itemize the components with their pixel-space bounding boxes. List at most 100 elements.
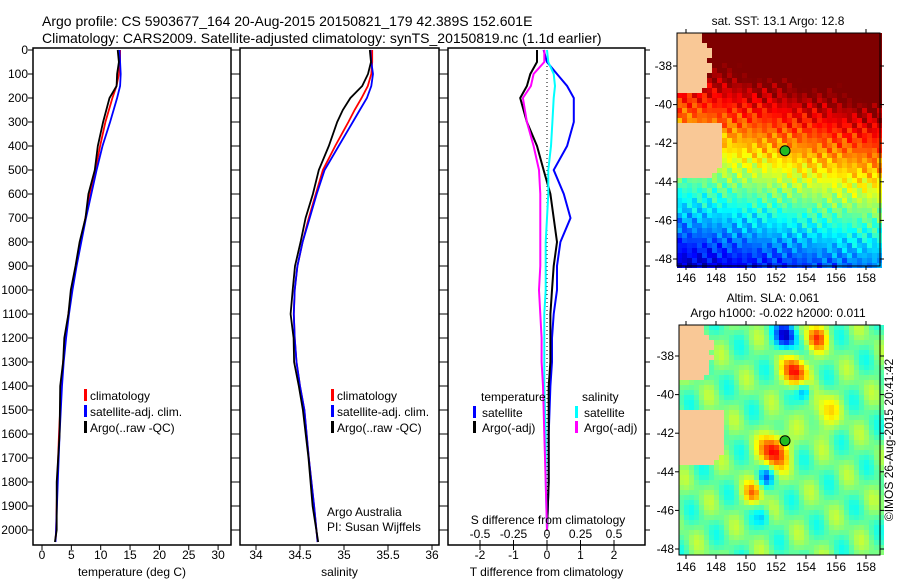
map-cell [729, 370, 734, 375]
map-cell [694, 405, 699, 410]
map-cell [719, 350, 724, 355]
map-cell [802, 38, 807, 43]
map-cell [702, 203, 707, 208]
map-cell [732, 88, 737, 93]
map-cell [802, 223, 807, 228]
map-cell [777, 178, 782, 183]
map-cell [817, 183, 822, 188]
map-cell [819, 405, 824, 410]
map-cell [719, 410, 724, 415]
map-cell [762, 193, 767, 198]
map-cell [859, 370, 864, 375]
map-cell [832, 188, 837, 193]
map-cell [864, 455, 869, 460]
map-cell [714, 540, 719, 545]
map-cell [699, 350, 704, 355]
map-cell [742, 258, 747, 263]
map-cell [732, 153, 737, 158]
map-cell [844, 405, 849, 410]
map-cell [727, 183, 732, 188]
map-cell [689, 380, 694, 385]
map-cell [852, 243, 857, 248]
map-cell [842, 163, 847, 168]
map-cell [724, 335, 729, 340]
map-cell [764, 525, 769, 530]
map-cell [827, 33, 832, 38]
map-cell [804, 410, 809, 415]
map-cell [799, 340, 804, 345]
map-cell [844, 470, 849, 475]
map-cell [767, 243, 772, 248]
map-cell [714, 470, 719, 475]
map-cell [787, 38, 792, 43]
map-cell [789, 355, 794, 360]
map-cell [762, 188, 767, 193]
map-cell [744, 535, 749, 540]
map-cell [799, 385, 804, 390]
map-cell [734, 440, 739, 445]
map-cell [869, 535, 874, 540]
map-cell [727, 78, 732, 83]
map-cell [819, 345, 824, 350]
map-cell [729, 415, 734, 420]
map-cell [709, 465, 714, 470]
map-cell [784, 340, 789, 345]
map-cell [739, 515, 744, 520]
map-cell [837, 63, 842, 68]
map-cell [737, 153, 742, 158]
map-cell [727, 53, 732, 58]
map-cell [807, 168, 812, 173]
map-cell [757, 68, 762, 73]
map-cell [727, 118, 732, 123]
map-cell [794, 445, 799, 450]
map-cell [704, 350, 709, 355]
map-cell [832, 228, 837, 233]
map-cell [787, 213, 792, 218]
map-cell [722, 53, 727, 58]
map-cell [802, 158, 807, 163]
map-cell [682, 68, 687, 73]
map-cell [847, 143, 852, 148]
map-cell [864, 325, 869, 330]
map-cell [722, 98, 727, 103]
map-cell [817, 108, 822, 113]
legend-label: Argo(..raw -QC) [90, 421, 175, 435]
map-cell [722, 223, 727, 228]
map-cell [799, 425, 804, 430]
map-cell [834, 540, 839, 545]
map-cell [832, 158, 837, 163]
map-cell [687, 218, 692, 223]
map-cell [719, 355, 724, 360]
map-cell [732, 123, 737, 128]
map-cell [817, 253, 822, 258]
map-cell [774, 440, 779, 445]
map-cell [747, 88, 752, 93]
map-cell [842, 43, 847, 48]
map-cell [797, 213, 802, 218]
map-cell [829, 505, 834, 510]
map-cell [799, 400, 804, 405]
map-cell [794, 515, 799, 520]
map-cell [869, 525, 874, 530]
map-cell [802, 173, 807, 178]
map-cell [752, 253, 757, 258]
map-cell [807, 218, 812, 223]
map-cell [732, 158, 737, 163]
map-cell [754, 375, 759, 380]
map-cell [797, 148, 802, 153]
map-cell [794, 325, 799, 330]
map-cell [777, 113, 782, 118]
map-cell [799, 390, 804, 395]
map-cell [872, 248, 877, 253]
map-cell [744, 525, 749, 530]
map-cell [792, 63, 797, 68]
map-cell [777, 88, 782, 93]
map-cell [804, 550, 809, 555]
map-cell [754, 350, 759, 355]
map-cell [759, 550, 764, 555]
map-cell [699, 520, 704, 525]
map-cell [829, 485, 834, 490]
map-cell [829, 400, 834, 405]
map-cell [687, 123, 692, 128]
map-cell [699, 455, 704, 460]
